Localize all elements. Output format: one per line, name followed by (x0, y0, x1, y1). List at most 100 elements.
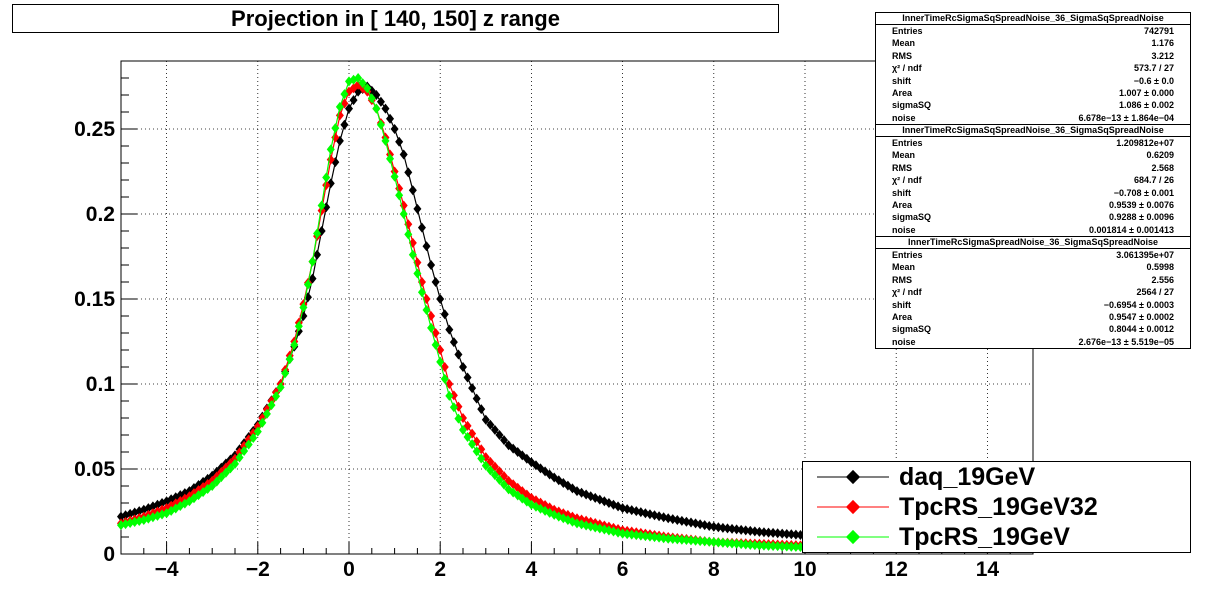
series-point-1 (449, 390, 458, 401)
stats-key: Entries (892, 26, 923, 36)
series-point-0 (755, 526, 764, 537)
series-point-2 (650, 532, 659, 543)
stats-row: noise 2.676e−13 ± 5.519e−05 (876, 336, 1190, 348)
series-point-2 (281, 368, 290, 379)
series-point-2 (500, 479, 509, 490)
series-point-2 (208, 481, 217, 491)
series-point-0 (376, 96, 385, 107)
series-point-2 (395, 190, 404, 201)
series-point-2 (290, 339, 299, 350)
series-point-2 (367, 93, 376, 104)
series-point-2 (773, 541, 782, 552)
series-point-2 (705, 536, 714, 547)
series-point-2 (381, 135, 390, 146)
stats-value: 3.212 (1151, 50, 1174, 61)
stats-value: 1.007 ± 0.000 (1119, 87, 1174, 98)
series-point-2 (759, 540, 768, 551)
stats-value: 1.209812e+07 (1116, 138, 1174, 148)
series-point-2 (618, 528, 627, 539)
series-point-2 (372, 103, 381, 114)
series-point-0 (349, 95, 358, 106)
stats-row: Area 0.9539 ± 0.0076 (876, 199, 1190, 211)
series-point-2 (696, 536, 705, 547)
stats-row: RMS 2.556 (876, 274, 1190, 286)
series-point-2 (700, 536, 709, 547)
series-point-2 (335, 101, 344, 112)
stats-row: χ² / ndf 573.7 / 27 (876, 62, 1190, 74)
series-point-2 (764, 540, 773, 551)
stats-row: noise 0.001814 ± 0.001413 (876, 224, 1190, 236)
series-point-2 (682, 535, 691, 546)
series-point-0 (422, 241, 431, 252)
series-point-2 (791, 541, 800, 552)
series-point-0 (782, 528, 791, 539)
series-point-2 (490, 470, 499, 481)
series-point-1 (317, 205, 326, 216)
series-point-0 (413, 203, 422, 214)
stats-value: 1.176 (1151, 38, 1174, 49)
series-point-2 (668, 534, 677, 545)
series-point-0 (787, 529, 796, 540)
series-point-0 (130, 507, 139, 518)
series-point-0 (709, 521, 718, 532)
series-point-2 (463, 432, 472, 443)
series-point-2 (249, 433, 258, 444)
stats-row: Area 0.9547 ± 0.0002 (876, 311, 1190, 323)
stats-value: 0.9288 ± 0.0096 (1109, 212, 1174, 223)
stats-value: −0.6954 ± 0.0003 (1103, 299, 1174, 310)
series-point-2 (737, 539, 746, 550)
series-point-0 (440, 309, 449, 320)
series-point-0 (778, 528, 787, 539)
series-point-2 (472, 446, 481, 457)
stats-key: RMS (892, 274, 912, 285)
stats-key: shift (892, 187, 911, 198)
stats-row: RMS 3.212 (876, 50, 1190, 62)
stats-row: Entries 1.209812e+07 (876, 137, 1190, 149)
stats-row: sigmaSQ 1.086 ± 0.002 (876, 99, 1190, 111)
stats-row: shift −0.708 ± 0.001 (876, 187, 1190, 199)
series-point-2 (641, 531, 650, 542)
series-point-2 (285, 354, 294, 365)
stats-row: Mean 1.176 (876, 37, 1190, 49)
series-point-2 (746, 539, 755, 550)
series-point-2 (632, 530, 641, 541)
stats-row: shift −0.6954 ± 0.0003 (876, 299, 1190, 311)
series-point-2 (655, 532, 664, 543)
y-tick-label: 0.2 (86, 203, 115, 226)
series-point-2 (153, 510, 162, 521)
stats-title: InnerTimeRcSigmaSqSpreadNoise_36_SigmaSq… (876, 125, 1190, 137)
series-point-1 (454, 401, 463, 412)
x-tick-label: 10 (793, 558, 816, 581)
series-point-2 (235, 452, 244, 463)
series-point-2 (226, 463, 235, 474)
series-point-2 (258, 417, 267, 428)
series-point-2 (645, 531, 654, 542)
series-point-0 (431, 277, 440, 287)
series-point-0 (728, 523, 737, 534)
series-point-0 (791, 529, 800, 540)
series-point-0 (340, 119, 349, 130)
x-tick-label: 0 (343, 558, 355, 581)
series-point-2 (687, 535, 695, 546)
series-point-2 (253, 426, 262, 437)
legend-marker-tpcrs (817, 529, 889, 545)
series-point-2 (732, 538, 741, 549)
series-point-2 (422, 305, 431, 316)
x-tick-label: 14 (976, 558, 1000, 581)
stats-key: Entries (892, 138, 923, 148)
series-point-2 (244, 439, 253, 450)
series-point-2 (536, 503, 545, 514)
series-point-0 (759, 527, 768, 538)
stats-row: χ² / ndf 2564 / 27 (876, 286, 1190, 298)
series-point-2 (358, 78, 367, 89)
legend-label-daq: daq_19GeV (899, 463, 1036, 491)
series-point-2 (231, 458, 239, 469)
stats-value: 742791 (1143, 26, 1174, 36)
series-point-2 (787, 541, 796, 552)
series-point-2 (677, 534, 686, 545)
series-point-0 (395, 136, 404, 147)
series-point-0 (723, 523, 732, 534)
series-point-0 (399, 149, 408, 160)
series-point-0 (468, 383, 477, 394)
series-point-2 (390, 171, 399, 182)
